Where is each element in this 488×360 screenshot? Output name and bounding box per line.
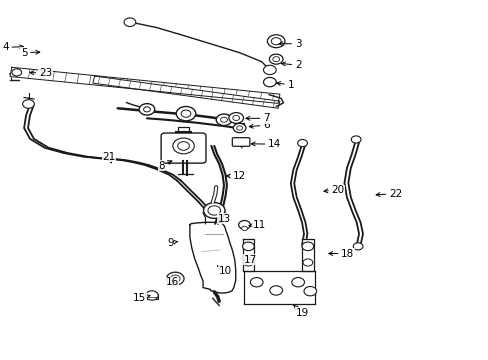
Circle shape — [22, 100, 34, 108]
Text: 15: 15 — [133, 293, 150, 303]
Circle shape — [236, 126, 242, 130]
Circle shape — [267, 35, 285, 48]
Text: 17: 17 — [243, 255, 257, 265]
Circle shape — [166, 272, 183, 285]
Circle shape — [216, 114, 231, 126]
Circle shape — [304, 287, 316, 296]
Text: 5: 5 — [21, 48, 40, 58]
Text: 7: 7 — [245, 113, 269, 123]
Text: 1: 1 — [276, 80, 294, 90]
Circle shape — [176, 107, 195, 121]
Circle shape — [207, 206, 220, 215]
Circle shape — [203, 203, 224, 219]
Circle shape — [238, 221, 250, 229]
Circle shape — [352, 243, 362, 250]
Text: 8: 8 — [158, 161, 171, 171]
Circle shape — [220, 117, 227, 122]
Circle shape — [303, 259, 312, 266]
Text: 13: 13 — [216, 214, 230, 224]
Bar — [147, 294, 158, 299]
Text: 14: 14 — [251, 139, 281, 149]
Polygon shape — [93, 76, 280, 108]
FancyBboxPatch shape — [232, 138, 249, 146]
Circle shape — [350, 136, 360, 143]
Polygon shape — [302, 239, 313, 271]
Text: 19: 19 — [293, 305, 308, 318]
Circle shape — [232, 116, 239, 121]
Text: 16: 16 — [165, 277, 179, 287]
Circle shape — [250, 278, 263, 287]
Circle shape — [269, 54, 283, 64]
Circle shape — [233, 123, 245, 133]
Circle shape — [172, 138, 194, 154]
Circle shape — [263, 65, 276, 75]
Text: 4: 4 — [2, 42, 23, 52]
FancyBboxPatch shape — [161, 133, 205, 163]
Text: 2: 2 — [281, 60, 301, 70]
Circle shape — [241, 226, 247, 230]
Text: 10: 10 — [217, 266, 231, 276]
Circle shape — [177, 141, 189, 150]
Circle shape — [243, 259, 253, 266]
Text: 6: 6 — [249, 120, 269, 130]
Circle shape — [297, 139, 307, 147]
Circle shape — [139, 104, 155, 115]
Circle shape — [242, 242, 254, 251]
Circle shape — [271, 38, 281, 45]
Circle shape — [272, 57, 279, 62]
Circle shape — [124, 18, 136, 27]
Text: 11: 11 — [248, 220, 265, 230]
Text: 23: 23 — [30, 68, 52, 78]
Circle shape — [269, 286, 282, 295]
Polygon shape — [242, 239, 254, 271]
Circle shape — [145, 291, 158, 300]
Circle shape — [228, 113, 243, 123]
Polygon shape — [10, 67, 279, 103]
Circle shape — [263, 77, 276, 87]
Circle shape — [143, 107, 150, 112]
Text: 9: 9 — [167, 238, 177, 248]
Polygon shape — [189, 222, 235, 293]
Circle shape — [291, 278, 304, 287]
Text: 20: 20 — [323, 185, 344, 195]
Circle shape — [170, 275, 180, 282]
Text: 22: 22 — [375, 189, 402, 199]
Circle shape — [181, 110, 190, 117]
Text: 21: 21 — [102, 152, 115, 163]
Text: 12: 12 — [226, 171, 246, 181]
Text: 18: 18 — [328, 248, 354, 258]
Text: 3: 3 — [279, 39, 301, 49]
Circle shape — [302, 242, 313, 251]
Circle shape — [12, 69, 21, 76]
